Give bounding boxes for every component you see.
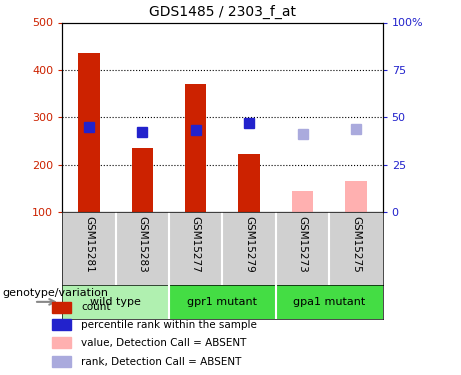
Bar <box>185 84 207 212</box>
Text: gpr1 mutant: gpr1 mutant <box>188 297 257 307</box>
Title: GDS1485 / 2303_f_at: GDS1485 / 2303_f_at <box>149 4 296 19</box>
Text: GSM15283: GSM15283 <box>137 216 148 272</box>
Bar <box>52 319 71 330</box>
Text: GSM15277: GSM15277 <box>191 216 201 272</box>
Bar <box>52 356 71 367</box>
FancyBboxPatch shape <box>276 285 383 319</box>
Text: GSM15279: GSM15279 <box>244 216 254 272</box>
FancyBboxPatch shape <box>62 285 169 319</box>
Text: GSM15281: GSM15281 <box>84 216 94 272</box>
Bar <box>52 302 71 313</box>
Text: GSM15275: GSM15275 <box>351 216 361 272</box>
Text: gpa1 mutant: gpa1 mutant <box>293 297 366 307</box>
Text: percentile rank within the sample: percentile rank within the sample <box>82 320 257 330</box>
Bar <box>78 53 100 212</box>
Bar <box>345 181 366 212</box>
Bar <box>292 190 313 212</box>
Bar <box>132 148 153 212</box>
FancyBboxPatch shape <box>169 285 276 319</box>
Text: rank, Detection Call = ABSENT: rank, Detection Call = ABSENT <box>82 357 242 366</box>
Text: count: count <box>82 303 111 312</box>
Text: GSM15273: GSM15273 <box>297 216 307 272</box>
Bar <box>238 154 260 212</box>
Text: genotype/variation: genotype/variation <box>2 288 108 298</box>
Text: value, Detection Call = ABSENT: value, Detection Call = ABSENT <box>82 338 247 348</box>
Text: wild type: wild type <box>90 297 141 307</box>
Bar <box>52 337 71 348</box>
